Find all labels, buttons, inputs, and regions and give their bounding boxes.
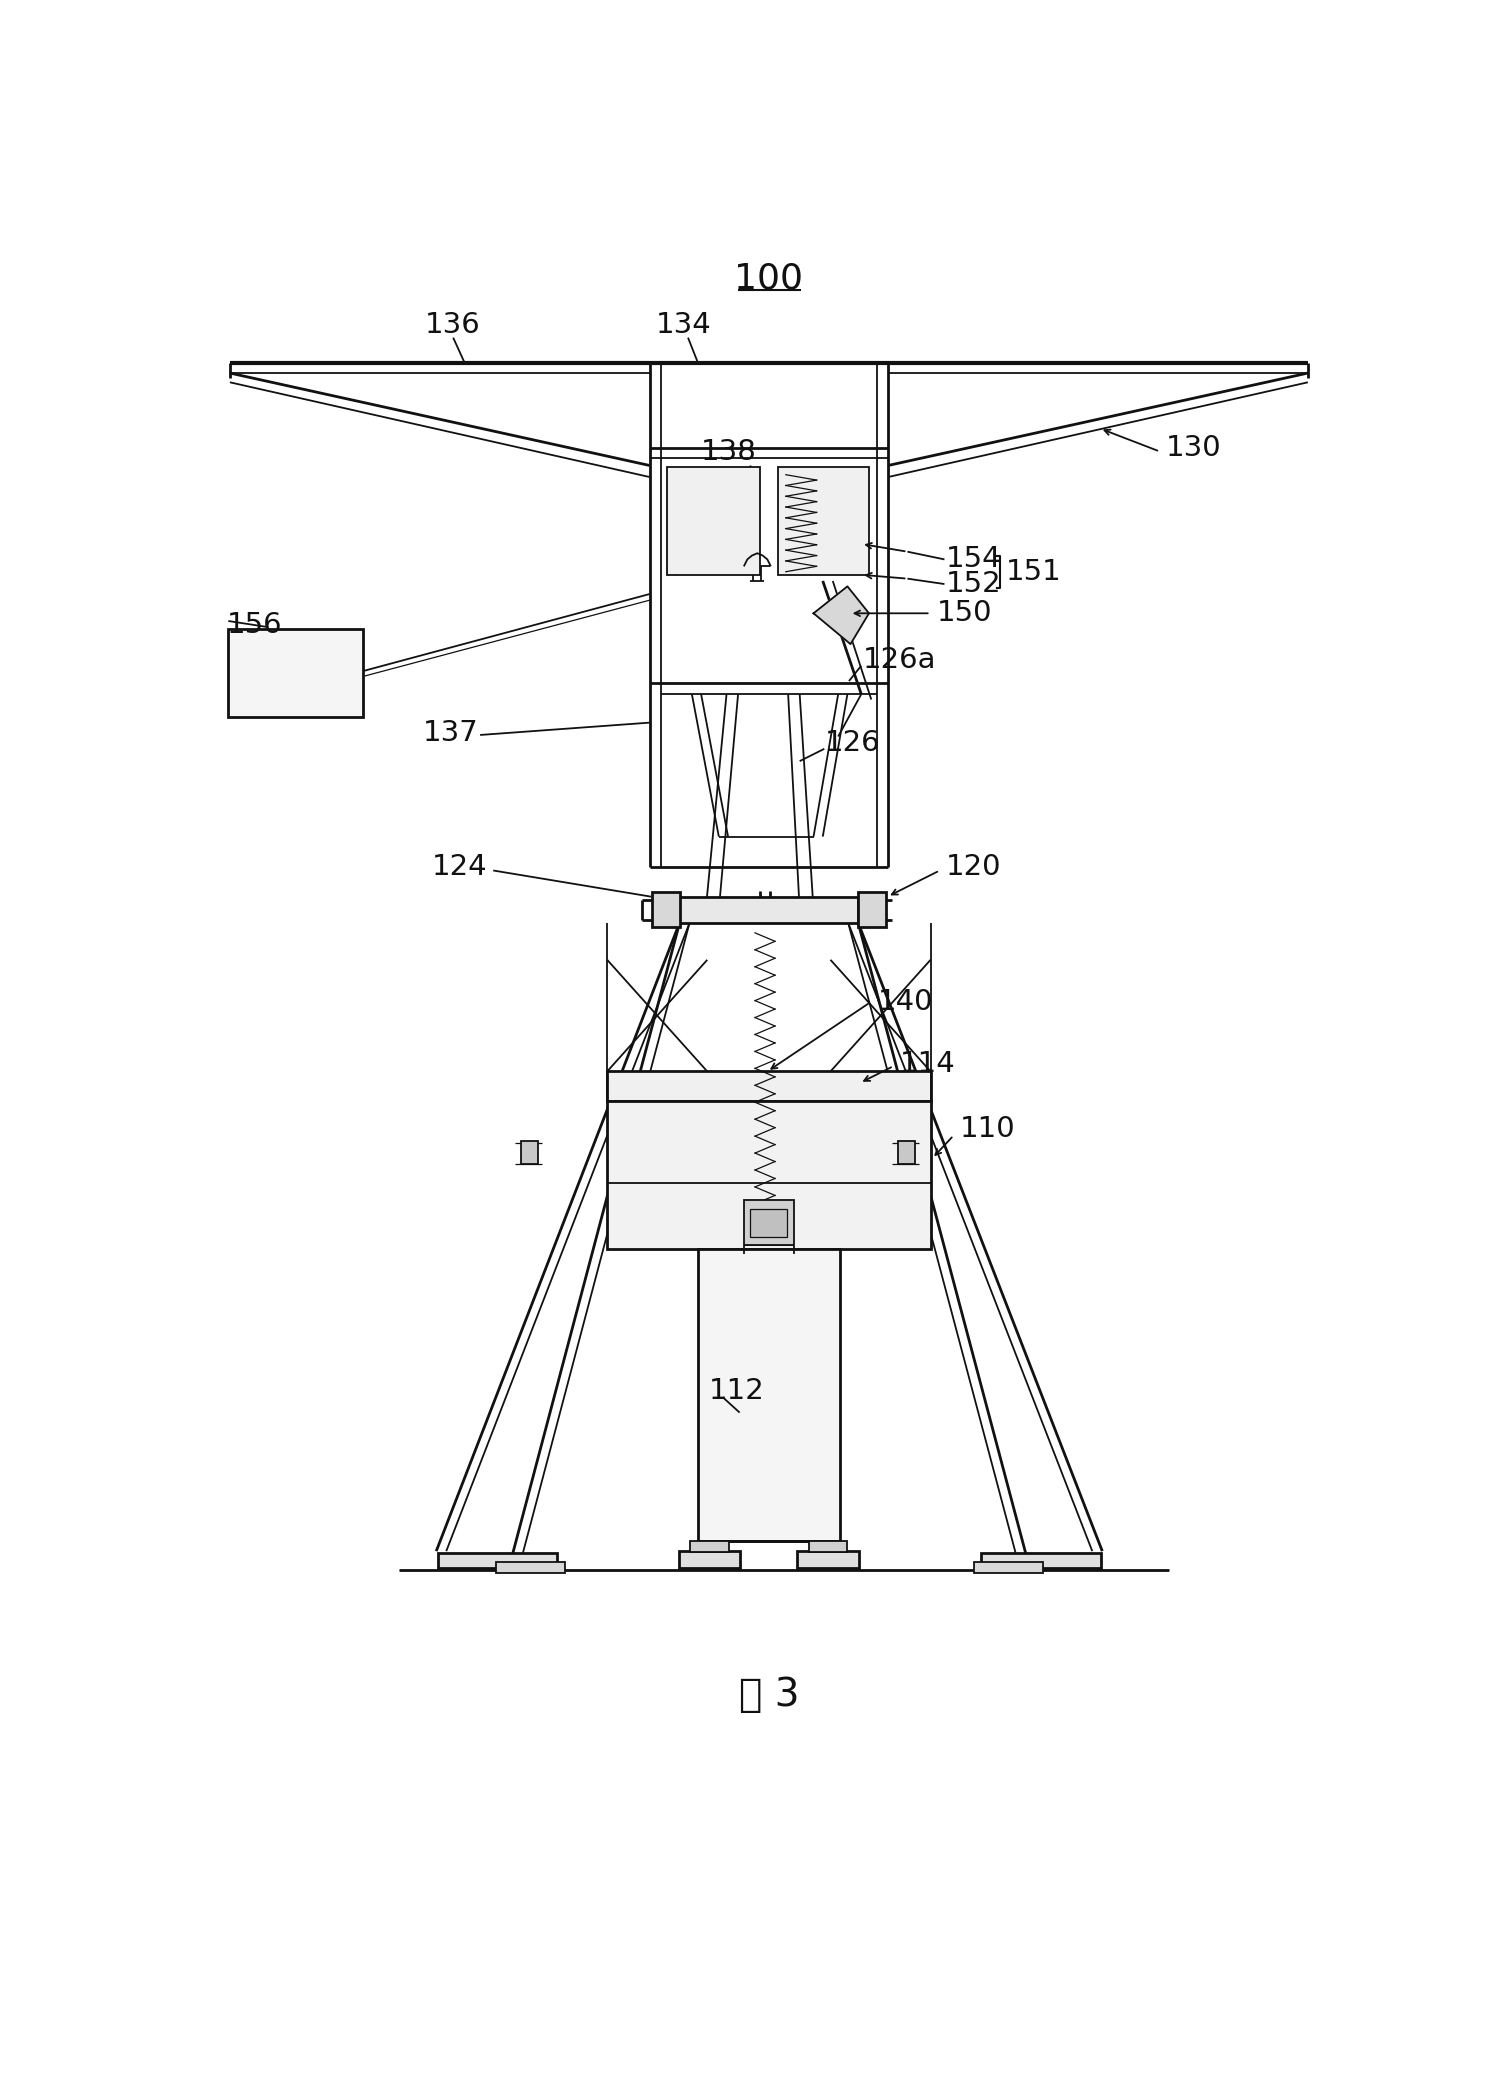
Polygon shape bbox=[814, 587, 869, 643]
Bar bbox=[651, 892, 680, 928]
Text: 100: 100 bbox=[734, 262, 803, 295]
Bar bbox=[898, 1142, 916, 1165]
Text: 154: 154 bbox=[946, 545, 1001, 574]
Text: 112: 112 bbox=[708, 1376, 764, 1406]
Bar bbox=[744, 1200, 794, 1244]
Bar bbox=[778, 467, 869, 574]
Text: 152: 152 bbox=[946, 570, 1001, 597]
Bar bbox=[698, 1249, 839, 1542]
Text: 136: 136 bbox=[425, 310, 480, 339]
Bar bbox=[521, 1142, 537, 1165]
Bar bbox=[974, 1563, 1043, 1573]
Bar bbox=[809, 1542, 848, 1552]
Text: 110: 110 bbox=[959, 1115, 1016, 1144]
Text: 126a: 126a bbox=[863, 645, 937, 672]
Text: 120: 120 bbox=[946, 853, 1001, 882]
Bar bbox=[438, 1552, 557, 1567]
Bar bbox=[608, 1100, 931, 1249]
Text: 156: 156 bbox=[227, 612, 282, 639]
Text: 130: 130 bbox=[1165, 434, 1220, 461]
Bar bbox=[228, 628, 363, 716]
Text: 114: 114 bbox=[899, 1050, 956, 1077]
Bar bbox=[608, 1071, 931, 1100]
Text: 137: 137 bbox=[422, 719, 479, 746]
Text: 138: 138 bbox=[701, 438, 757, 465]
Text: 150: 150 bbox=[937, 599, 992, 626]
Bar bbox=[678, 897, 859, 922]
Bar bbox=[750, 1209, 788, 1236]
Text: 图 3: 图 3 bbox=[738, 1676, 799, 1714]
Bar bbox=[690, 1542, 729, 1552]
Bar bbox=[668, 467, 760, 574]
Bar bbox=[678, 1550, 740, 1567]
Bar bbox=[982, 1552, 1100, 1567]
Bar bbox=[797, 1550, 859, 1567]
Text: 140: 140 bbox=[878, 989, 934, 1016]
Bar bbox=[859, 892, 886, 928]
Text: 134: 134 bbox=[656, 310, 711, 339]
Bar bbox=[495, 1563, 564, 1573]
Text: 124: 124 bbox=[432, 853, 488, 882]
Text: 151: 151 bbox=[1006, 557, 1061, 587]
Text: 126: 126 bbox=[824, 729, 880, 756]
